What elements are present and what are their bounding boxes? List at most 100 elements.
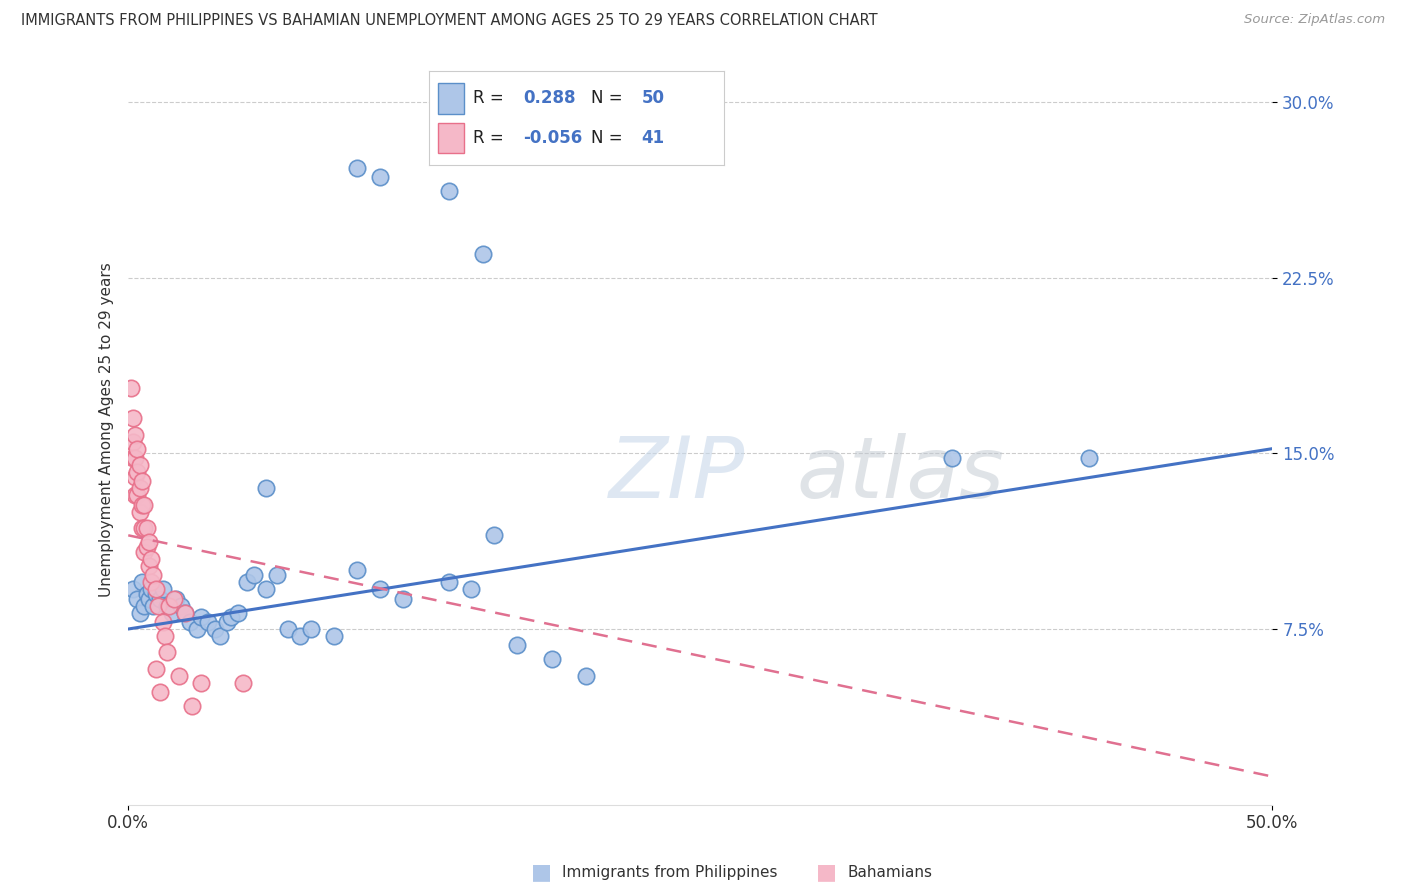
Point [460, 582, 482, 597]
Point [124, 450, 146, 465]
Point [146, 599, 169, 613]
Point [346, 564, 368, 578]
Point [120, 381, 142, 395]
Point [142, 568, 165, 582]
Point [138, 591, 160, 606]
Point [139, 582, 162, 597]
Point [179, 615, 201, 629]
Point [174, 606, 197, 620]
Point [160, 606, 183, 620]
Point [197, 615, 219, 629]
Point [163, 591, 186, 606]
Point [124, 488, 146, 502]
Point [134, 521, 156, 535]
Point [135, 587, 157, 601]
Point [323, 629, 346, 643]
Text: ■: ■ [817, 863, 837, 882]
Point [124, 469, 146, 483]
Text: Source: ZipAtlas.com: Source: ZipAtlas.com [1244, 13, 1385, 27]
Point [167, 669, 190, 683]
Text: R =: R = [472, 129, 503, 147]
Point [471, 247, 494, 261]
Point [139, 551, 162, 566]
Point [128, 458, 150, 472]
Point [128, 505, 150, 519]
Point [941, 450, 963, 465]
Point [204, 622, 226, 636]
Point [219, 610, 242, 624]
Bar [437, 123, 464, 153]
Point [232, 676, 254, 690]
Point [128, 606, 150, 620]
Text: R =: R = [472, 89, 503, 107]
Text: ZIP: ZIP [609, 434, 745, 516]
Point [134, 545, 156, 559]
Point [484, 528, 506, 542]
Point [142, 599, 165, 613]
Text: N =: N = [591, 89, 623, 107]
Point [392, 591, 415, 606]
Point [121, 411, 143, 425]
Point [346, 161, 368, 175]
Point [437, 575, 460, 590]
Point [266, 568, 288, 582]
Point [134, 599, 156, 613]
Point [288, 629, 311, 643]
Point [135, 540, 157, 554]
Point [153, 629, 176, 643]
Point [145, 587, 167, 601]
Point [135, 521, 157, 535]
Point [138, 558, 160, 573]
Point [121, 582, 143, 597]
Point [236, 575, 259, 590]
Point [215, 615, 238, 629]
Point [1078, 450, 1101, 465]
Point [149, 591, 172, 606]
Point [131, 498, 153, 512]
Point [277, 622, 299, 636]
Point [254, 482, 277, 496]
Text: Immigrants from Philippines: Immigrants from Philippines [562, 865, 778, 880]
Point [170, 599, 193, 613]
Point [243, 568, 266, 582]
Point [190, 610, 212, 624]
Point [174, 606, 197, 620]
Point [131, 575, 153, 590]
Point [368, 582, 391, 597]
Point [127, 488, 149, 502]
Point [156, 599, 179, 613]
Point [121, 434, 143, 449]
Y-axis label: Unemployment Among Ages 25 to 29 years: Unemployment Among Ages 25 to 29 years [100, 262, 114, 598]
Text: 41: 41 [641, 129, 665, 147]
Point [152, 615, 174, 629]
Point [128, 482, 150, 496]
Point [506, 639, 529, 653]
Text: IMMIGRANTS FROM PHILIPPINES VS BAHAMIAN UNEMPLOYMENT AMONG AGES 25 TO 29 YEARS C: IMMIGRANTS FROM PHILIPPINES VS BAHAMIAN … [21, 13, 877, 29]
Text: 0.288: 0.288 [523, 89, 576, 107]
Point [127, 442, 149, 456]
Point [437, 184, 460, 198]
Point [254, 582, 277, 597]
Point [575, 669, 598, 683]
Point [145, 582, 167, 597]
Bar [437, 83, 464, 113]
Point [127, 465, 149, 479]
Point [152, 582, 174, 597]
Text: -0.056: -0.056 [523, 129, 582, 147]
Point [368, 169, 391, 184]
Point [124, 427, 146, 442]
Point [159, 599, 181, 613]
Point [181, 699, 204, 714]
Point [145, 662, 167, 676]
Point [156, 645, 179, 659]
Text: ■: ■ [531, 863, 551, 882]
Point [208, 629, 231, 643]
Point [139, 575, 162, 590]
Point [165, 591, 187, 606]
Point [299, 622, 322, 636]
Point [186, 622, 208, 636]
Point [149, 685, 172, 699]
Point [190, 676, 212, 690]
Point [121, 450, 143, 465]
Point [134, 498, 156, 512]
